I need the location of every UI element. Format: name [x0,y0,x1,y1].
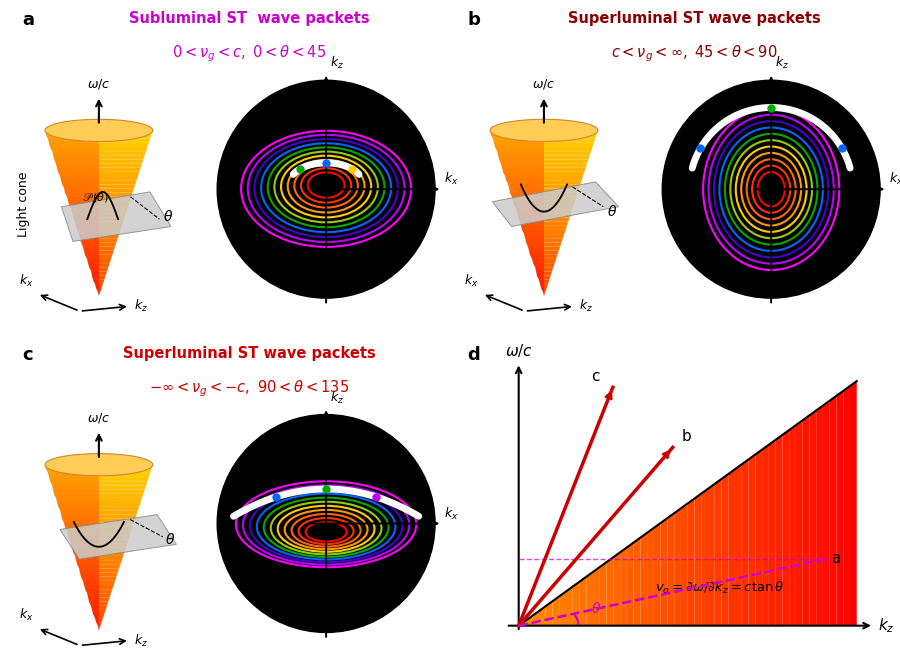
Polygon shape [526,616,532,625]
Polygon shape [701,489,708,625]
Text: $c<\nu_g<\infty,\ 45<\theta<90$: $c<\nu_g<\infty,\ 45<\theta<90$ [611,44,778,64]
Polygon shape [654,523,661,625]
Polygon shape [620,547,627,625]
Polygon shape [532,611,539,625]
Polygon shape [843,386,850,625]
Polygon shape [566,587,572,625]
Polygon shape [641,533,647,625]
Polygon shape [668,513,674,625]
Text: $k_z$: $k_z$ [878,616,895,635]
Polygon shape [735,464,742,625]
Polygon shape [674,509,681,625]
Polygon shape [762,445,769,625]
Text: Superluminal ST wave packets: Superluminal ST wave packets [122,346,375,361]
Text: a: a [22,11,34,29]
Polygon shape [836,391,843,625]
Polygon shape [769,440,776,625]
Text: b: b [467,11,481,29]
Text: $v_g=\partial\omega/\partial k_z=c\tan\theta$: $v_g=\partial\omega/\partial k_z=c\tan\t… [655,579,785,597]
Polygon shape [728,469,735,625]
Polygon shape [715,479,722,625]
Text: d: d [467,346,480,363]
Polygon shape [634,537,641,625]
Polygon shape [688,499,695,625]
Text: $-\infty<\nu_g<-c,\ 90<\theta<135$: $-\infty<\nu_g<-c,\ 90<\theta<135$ [149,378,349,399]
Polygon shape [823,401,830,625]
Polygon shape [559,591,566,625]
Text: c: c [591,369,600,384]
Polygon shape [681,503,688,625]
Text: $0<\nu_g<c,\ 0<\theta<45$: $0<\nu_g<c,\ 0<\theta<45$ [172,44,326,64]
Text: Subluminal ST  wave packets: Subluminal ST wave packets [129,11,369,26]
Text: c: c [22,346,33,363]
Polygon shape [708,484,715,625]
Polygon shape [599,562,607,625]
Polygon shape [572,581,580,625]
Polygon shape [809,411,816,625]
Polygon shape [586,572,593,625]
Polygon shape [553,597,559,625]
Text: a: a [831,551,841,566]
Polygon shape [661,518,668,625]
Polygon shape [789,425,796,625]
Polygon shape [580,577,586,625]
Polygon shape [614,553,620,625]
Polygon shape [782,430,789,625]
Text: $\theta$: $\theta$ [591,601,602,616]
Polygon shape [816,405,823,625]
Polygon shape [545,601,553,625]
Text: $\omega/c$: $\omega/c$ [505,342,533,359]
Polygon shape [607,557,614,625]
Text: Superluminal ST wave packets: Superluminal ST wave packets [568,11,821,26]
Polygon shape [627,543,634,625]
Polygon shape [518,621,526,625]
Polygon shape [850,381,857,625]
Polygon shape [593,567,599,625]
Polygon shape [830,396,836,625]
Polygon shape [749,455,755,625]
Text: b: b [681,429,691,444]
Polygon shape [647,528,654,625]
Polygon shape [803,415,809,625]
Polygon shape [796,420,803,625]
Polygon shape [539,606,545,625]
Polygon shape [742,459,749,625]
Polygon shape [695,493,701,625]
Polygon shape [722,474,728,625]
Polygon shape [776,435,782,625]
Polygon shape [755,449,762,625]
